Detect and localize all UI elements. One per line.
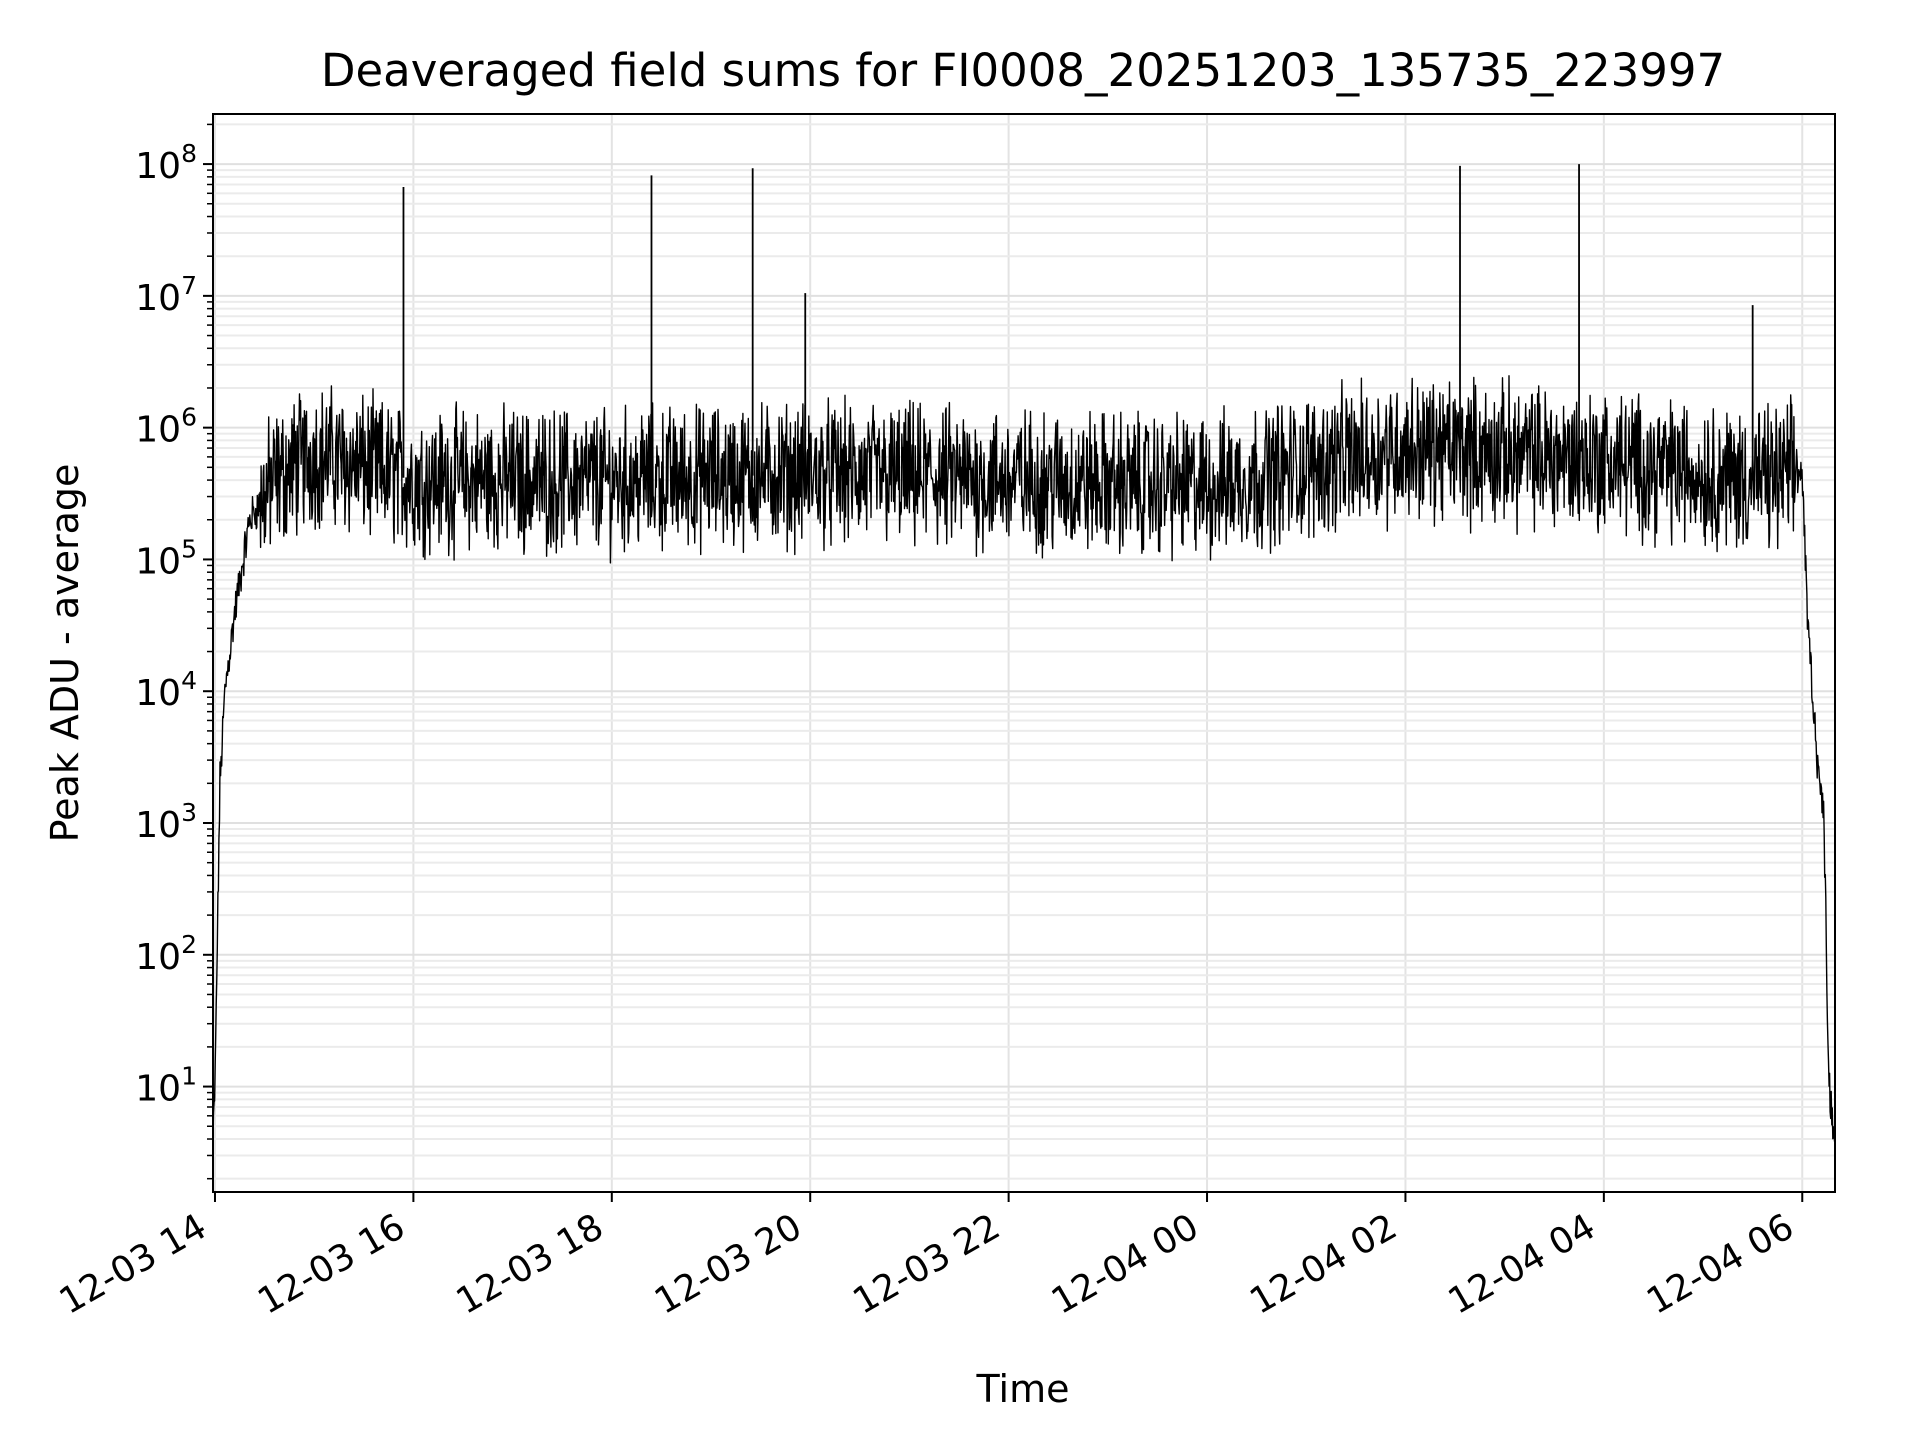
y-tick-label: 107 (135, 271, 197, 319)
plot-frame (212, 113, 1836, 1193)
y-tick-label: 106 (135, 403, 197, 451)
y-tick-label: 102 (135, 930, 197, 978)
y-tick-exponent: 6 (181, 403, 197, 432)
y-tick-base: 10 (135, 278, 181, 319)
y-tick-base: 10 (135, 805, 181, 846)
y-tick-label: 104 (135, 666, 197, 714)
y-axis-label: Peak ADU - average (43, 464, 87, 843)
y-tick-base: 10 (135, 1069, 181, 1110)
chart-title: Deaveraged field sums for FI0008_2025120… (321, 44, 1725, 97)
grid-lines (213, 114, 1835, 1192)
y-tick-base: 10 (135, 673, 181, 714)
y-tick-exponent: 4 (181, 666, 197, 695)
y-tick-exponent: 7 (181, 271, 197, 300)
y-tick-base: 10 (135, 937, 181, 978)
y-tick-label: 101 (135, 1062, 197, 1110)
y-tick-exponent: 2 (181, 930, 197, 959)
y-tick-exponent: 8 (181, 139, 197, 168)
y-tick-label: 108 (135, 139, 197, 187)
y-tick-base: 10 (135, 146, 181, 187)
data-series (212, 164, 1836, 1142)
y-tick-exponent: 1 (181, 1062, 197, 1091)
y-tick-exponent: 5 (181, 534, 197, 563)
x-axis-label: Time (976, 1367, 1070, 1411)
y-tick-exponent: 3 (181, 798, 197, 827)
y-tick-base: 10 (135, 541, 181, 582)
series-line (212, 375, 1836, 1142)
y-tick-label: 105 (135, 534, 197, 582)
y-tick-label: 103 (135, 798, 197, 846)
y-tick-base: 10 (135, 410, 181, 451)
